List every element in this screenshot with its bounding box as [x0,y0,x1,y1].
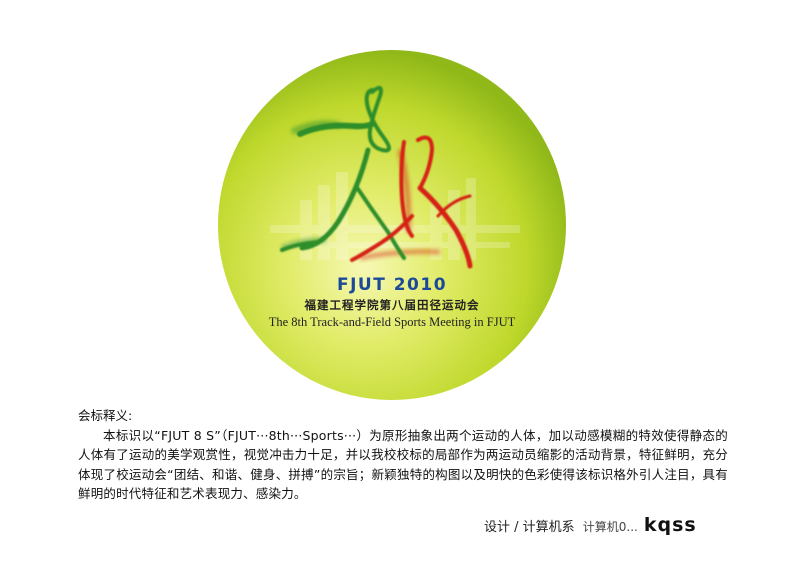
logo-description: 会标释义: 本标识以“FJUT 8 S”（FJUT···8th···Sports… [78,406,728,504]
red-runner-figure [350,135,473,269]
logo-year-line: FJUT 2010 [337,275,447,295]
description-paragraph: 本标识以“FJUT 8 S”（FJUT···8th···Sports···）为原… [78,427,728,502]
green-runner-figure [280,85,406,260]
credit-signature-prefix: 计算机0... [582,520,638,534]
logo-english-line: The 8th Track-and-Field Sports Meeting i… [269,315,516,329]
credit-signature: kqss [643,514,697,536]
logo-emblem: FJUT 2010 福建工程学院第八届田径运动会 The 8th Track-a… [218,50,566,400]
logo-chinese-line: 福建工程学院第八届田径运动会 [304,298,480,312]
green-disc [218,50,566,400]
credit-label: 设计 / 计算机系 [484,520,575,535]
description-title: 会标释义: [78,408,133,423]
designer-credit: 设计 / 计算机系 计算机0... kqss [484,514,697,536]
sports-meeting-logo: FJUT 2010 福建工程学院第八届田径运动会 The 8th Track-a… [218,50,566,400]
